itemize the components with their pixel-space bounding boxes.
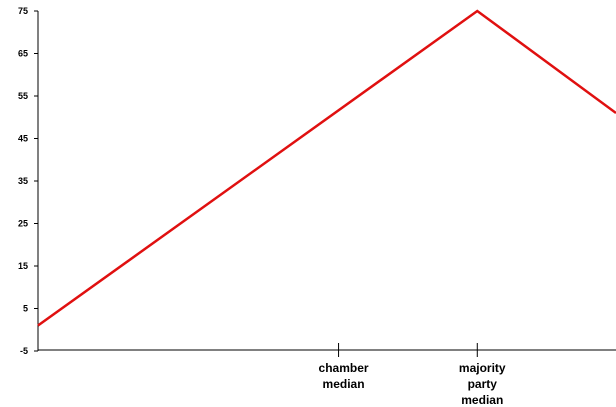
y-tick-label: 35	[18, 176, 28, 186]
series	[37, 9, 616, 327]
y-tick-label: 15	[18, 261, 28, 271]
y-tick-label: 25	[18, 219, 28, 229]
y-axis: -5 5 15 25 35 45 55 65 75	[18, 6, 39, 356]
y-tick-label: 55	[18, 91, 28, 101]
series-line	[37, 9, 616, 327]
y-tick-label: 45	[18, 134, 28, 144]
x-category-label: majority party median	[459, 361, 506, 407]
x-axis: chamber median majority party median	[38, 343, 616, 407]
x-category-label: chamber median	[319, 361, 369, 391]
y-tick-label: 65	[18, 49, 28, 59]
y-tick-label: 5	[23, 304, 28, 314]
y-tick-label: -5	[20, 346, 28, 356]
y-tick-label: 75	[18, 6, 28, 16]
